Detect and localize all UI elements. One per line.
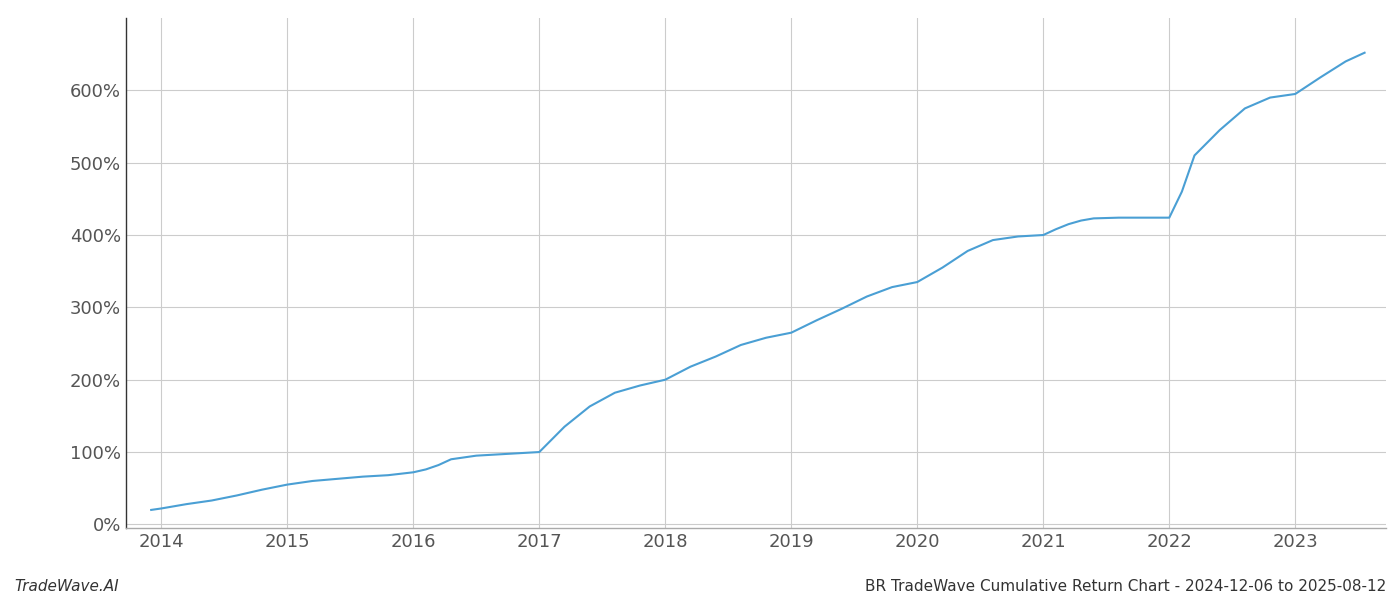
Text: BR TradeWave Cumulative Return Chart - 2024-12-06 to 2025-08-12: BR TradeWave Cumulative Return Chart - 2… (865, 579, 1386, 594)
Text: TradeWave.AI: TradeWave.AI (14, 579, 119, 594)
